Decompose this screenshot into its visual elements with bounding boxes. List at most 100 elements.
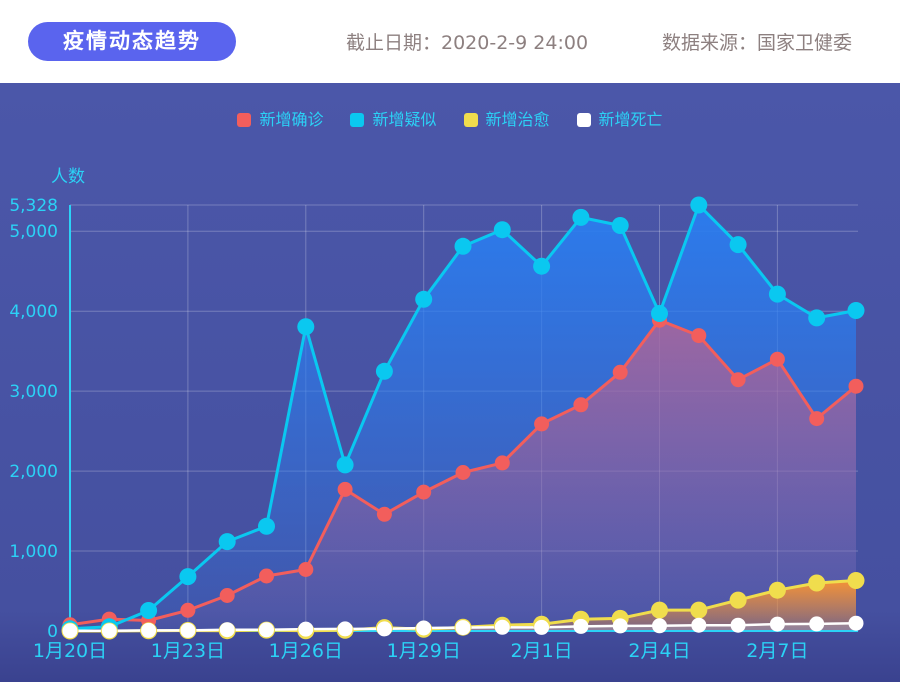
svg-text:2,000: 2,000 <box>9 462 58 482</box>
suspected-point <box>179 568 197 586</box>
deaths-point <box>376 621 392 637</box>
data-source-text: 数据来源：国家卫健委 <box>662 32 853 54</box>
suspected-point <box>258 517 275 535</box>
deaths-point <box>612 618 628 634</box>
suspected-point <box>493 221 511 239</box>
y-axis-labels: 0 1,000 2,000 3,000 4,000 5,000 5,328 <box>9 196 58 642</box>
svg-text:3,000: 3,000 <box>9 382 58 402</box>
svg-text:0: 0 <box>47 622 58 642</box>
confirmed-point <box>219 588 235 603</box>
y-axis-name: 人数 <box>51 167 85 187</box>
legend-item-cured[interactable]: 新增治愈 <box>463 110 550 129</box>
confirmed-legend-swatch <box>237 113 252 127</box>
svg-text:1,000: 1,000 <box>9 542 58 562</box>
suspected-point <box>454 237 472 255</box>
suspected-point <box>140 602 158 619</box>
page-title: 疫情动态趋势 <box>28 22 236 61</box>
suspected-point <box>572 208 590 226</box>
confirmed-point <box>573 397 589 413</box>
confirmed-legend-label: 新增确诊 <box>259 110 324 129</box>
legend-item-confirmed[interactable]: 新增确诊 <box>237 112 323 128</box>
deaths-point <box>219 622 235 638</box>
deaths-point <box>494 619 510 635</box>
deaths-point <box>534 619 550 635</box>
confirmed-point <box>337 481 353 497</box>
suspected-points <box>61 196 865 638</box>
deaths-point <box>298 621 314 637</box>
svg-text:1月20日: 1月20日 <box>33 640 107 662</box>
confirmed-point <box>376 506 392 522</box>
svg-text:4,000: 4,000 <box>9 302 58 322</box>
chart-panel: 新增确诊 新增疑似 新增治愈 新增死亡 0 1,000 2,000 3,000 4,000 5,… <box>0 83 900 682</box>
confirmed-point <box>730 372 746 388</box>
suspected-point <box>690 196 708 214</box>
deaths-point <box>809 616 825 632</box>
suspected-point <box>415 290 433 308</box>
cured-point <box>847 572 865 589</box>
cured-legend-label: 新增治愈 <box>485 110 550 129</box>
confirmed-point <box>769 351 785 367</box>
confirmed-point <box>809 411 825 427</box>
suspected-point <box>533 257 551 275</box>
grid-lines <box>70 204 858 631</box>
deaths-point <box>416 620 432 636</box>
cured-legend-swatch <box>463 113 478 127</box>
deaths-point <box>691 617 707 633</box>
suspected-point <box>808 309 826 327</box>
suspected-point <box>297 318 315 336</box>
confirmed-point <box>848 378 864 394</box>
page-header: 疫情动态趋势 截止日期：2020-2-9 24:00 数据来源：国家卫健委 <box>0 0 900 83</box>
legend-item-deaths[interactable]: 新增死亡 <box>576 110 663 129</box>
legend-item-suspected[interactable]: 新增疑似 <box>350 112 437 128</box>
cured-point <box>808 574 826 592</box>
suspected-point <box>768 285 786 303</box>
deaths-point <box>455 620 471 636</box>
cured-point <box>729 591 747 609</box>
trend-line-chart[interactable]: 0 1,000 2,000 3,000 4,000 5,000 5,328 1月20日 1月23… <box>0 83 900 682</box>
confirmed-point <box>691 328 707 344</box>
suspected-point <box>847 302 865 319</box>
deaths-point <box>180 622 196 638</box>
svg-text:2月7日: 2月7日 <box>746 640 808 662</box>
confirmed-point <box>298 562 314 577</box>
deaths-point <box>101 623 117 639</box>
deaths-point <box>141 622 157 638</box>
svg-text:1月29日: 1月29日 <box>387 640 461 662</box>
deaths-point <box>337 621 353 637</box>
svg-text:5,000: 5,000 <box>9 222 58 242</box>
deadline-text: 截止日期：2020-2-9 24:00 <box>346 32 589 54</box>
confirmed-point <box>455 465 471 480</box>
suspected-point <box>651 305 668 322</box>
svg-text:2月4日: 2月4日 <box>628 640 690 662</box>
confirmed-point <box>416 484 432 500</box>
deaths-point <box>730 617 746 633</box>
deaths-point <box>652 618 667 634</box>
deaths-legend-swatch <box>576 113 591 127</box>
deaths-point <box>769 616 785 632</box>
confirmed-point <box>534 416 550 432</box>
deaths-point <box>848 615 864 631</box>
suspected-point <box>218 533 236 551</box>
deaths-points <box>62 615 864 639</box>
cured-point <box>768 581 786 599</box>
chart-legend: 新增确诊 新增疑似 新增治愈 新增死亡 <box>0 112 900 128</box>
deaths-legend-label: 新增死亡 <box>598 110 663 129</box>
series-points <box>61 196 865 640</box>
suspected-legend-swatch <box>350 113 365 127</box>
suspected-point <box>611 217 629 234</box>
cured-point <box>690 601 708 619</box>
confirmed-point <box>612 364 628 380</box>
x-axis-labels: 1月20日 1月23日 1月26日 1月29日 2月1日 2月4日 2月7日 <box>33 640 809 662</box>
svg-text:1月23日: 1月23日 <box>151 640 225 662</box>
svg-text:2月1日: 2月1日 <box>511 640 573 662</box>
suspected-point <box>729 236 747 254</box>
confirmed-point <box>259 568 274 584</box>
svg-text:1月26日: 1月26日 <box>269 640 343 662</box>
deaths-point <box>573 618 589 634</box>
cured-point <box>651 601 668 619</box>
suspected-point <box>375 362 393 380</box>
svg-text:5,328: 5,328 <box>9 196 58 216</box>
confirmed-point <box>494 455 510 471</box>
deaths-point <box>62 623 78 639</box>
confirmed-point <box>180 602 196 618</box>
